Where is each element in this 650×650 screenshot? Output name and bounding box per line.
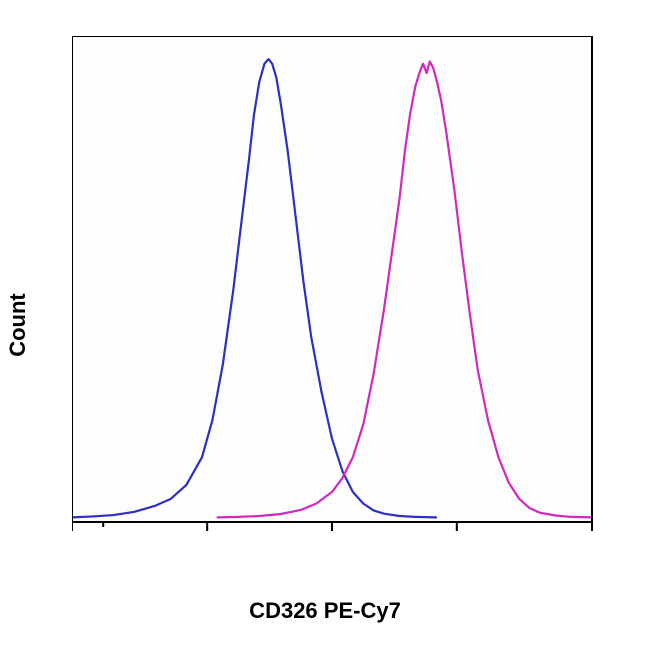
chart-container: Count CD326 PE-Cy7	[0, 0, 650, 650]
histogram-plot	[72, 36, 612, 552]
x-axis-label: CD326 PE-Cy7	[249, 598, 401, 624]
y-axis-label: Count	[5, 293, 31, 357]
